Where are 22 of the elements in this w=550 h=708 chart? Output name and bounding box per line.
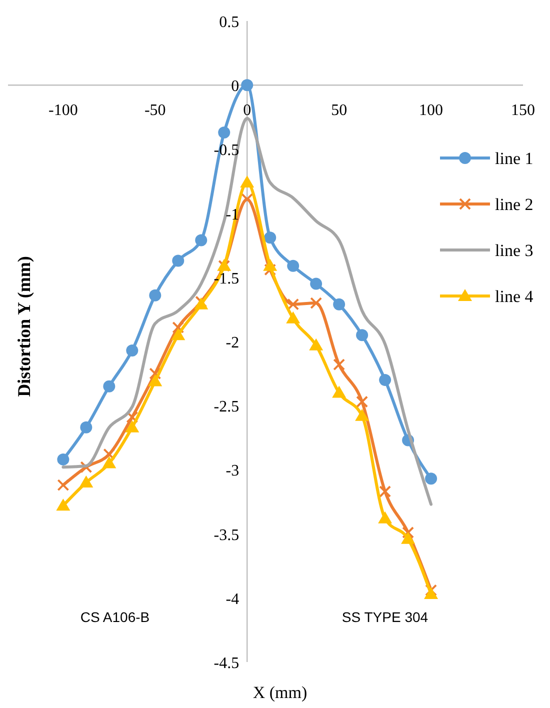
x-tick-label: -100: [48, 102, 78, 120]
legend-label: line 4: [495, 287, 534, 306]
y-tick-label: 0: [231, 78, 240, 96]
x-tick-label: 100: [419, 102, 444, 120]
legend-label: line 1: [495, 149, 534, 168]
x-tick-label: 150: [511, 102, 535, 120]
y-axis-title: Distortion Y (mm): [14, 256, 34, 397]
x-tick-label: 0: [243, 102, 252, 120]
y-tick-label: -4.5: [214, 655, 240, 672]
y-tick-label: -2: [226, 334, 240, 352]
y-tick-label: -2.5: [214, 398, 240, 416]
y-tick-label: 0.5: [219, 14, 240, 31]
y-tick-label: -4: [226, 590, 240, 608]
y-tick-label: -3: [226, 462, 240, 480]
legend-label: line 2: [495, 195, 534, 214]
x-tick-label: 50: [331, 102, 348, 120]
legend-label: line 3: [495, 241, 534, 260]
y-tick-label: -3.5: [214, 526, 240, 544]
annotation: SS TYPE 304: [342, 609, 428, 625]
annotation: CS A106-B: [80, 609, 150, 625]
x-tick-label: -50: [144, 102, 166, 120]
x-axis-title: X (mm): [252, 683, 308, 702]
